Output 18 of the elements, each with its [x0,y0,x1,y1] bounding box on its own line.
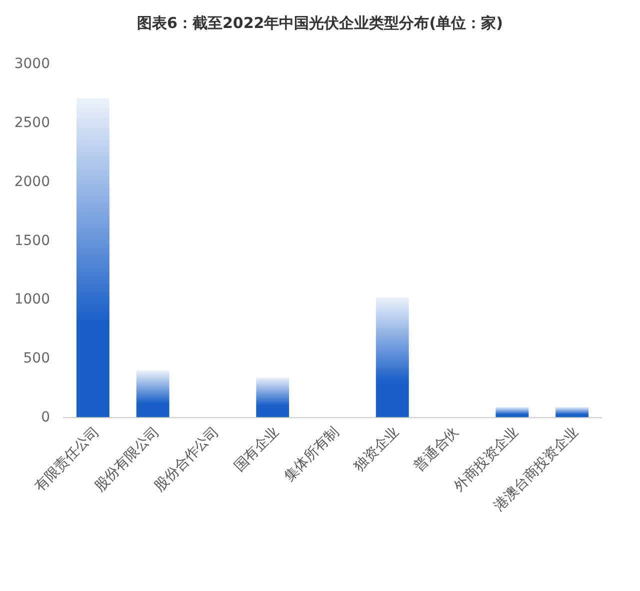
y-tick-label: 2500 [14,114,50,131]
bar [556,406,589,418]
x-tick-label: 普通合伙 [410,423,462,475]
y-tick-label: 500 [23,350,50,367]
y-tick-label: 2000 [14,174,50,190]
y-tick-label: 3000 [14,56,50,72]
x-tick-label: 独资企业 [351,424,402,475]
bar [136,370,170,418]
x-tick-label: 集体所有制 [281,424,342,485]
y-tick-label: 1000 [14,292,50,308]
y-tick-label: 1500 [14,232,50,249]
chart-title: 图表6：截至2022年中国光伏企业类型分布(单位：家) [137,14,503,32]
bar [376,297,409,418]
bar [496,406,529,418]
bar [76,98,110,418]
bar [256,378,290,418]
y-tick-label: 0 [41,410,50,426]
x-tick-label: 国有企业 [231,424,282,475]
